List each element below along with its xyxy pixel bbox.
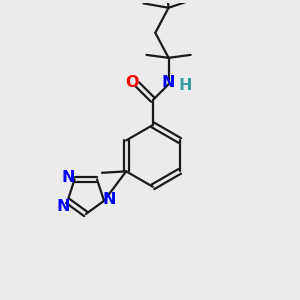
Text: N: N (103, 192, 116, 207)
Text: H: H (178, 78, 191, 93)
Text: N: N (162, 75, 175, 90)
Text: N: N (61, 170, 75, 185)
Text: O: O (125, 75, 139, 90)
Text: N: N (56, 199, 70, 214)
